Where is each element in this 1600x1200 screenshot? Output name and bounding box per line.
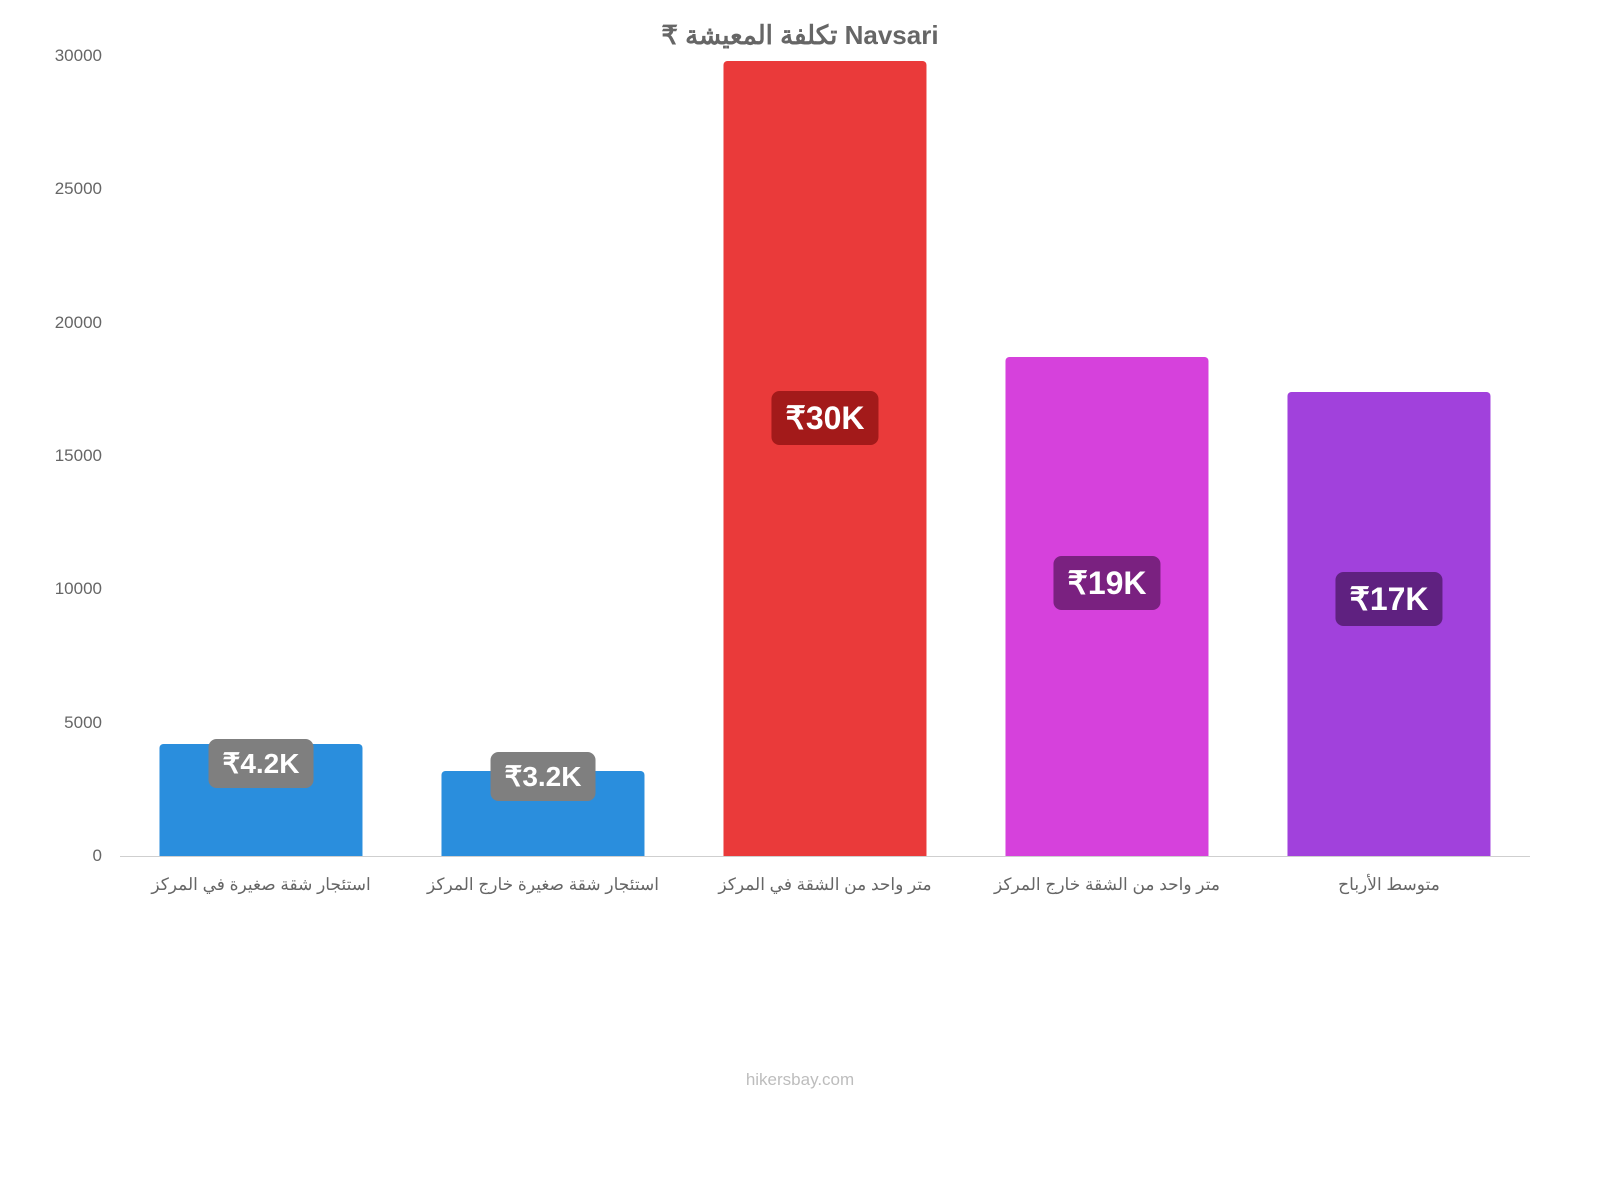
y-tick-label: 15000 xyxy=(42,446,102,466)
bar-slot: ₹17K xyxy=(1248,57,1530,856)
y-tick-label: 10000 xyxy=(42,579,102,599)
value-badge: ₹17K xyxy=(1335,572,1442,626)
plot-area: 050001000015000200002500030000 ₹4.2K₹3.2… xyxy=(120,57,1530,857)
y-tick-label: 0 xyxy=(42,846,102,866)
value-badge: ₹30K xyxy=(771,391,878,445)
chart-footer-attribution: hikersbay.com xyxy=(50,1070,1550,1090)
x-tick-label: استئجار شقة صغيرة خارج المركز xyxy=(402,875,684,895)
y-tick-label: 20000 xyxy=(42,313,102,333)
x-tick-label: متر واحد من الشقة في المركز xyxy=(684,875,966,895)
bar-slot: ₹19K xyxy=(966,57,1248,856)
bar-slot: ₹3.2K xyxy=(402,57,684,856)
y-axis: 050001000015000200002500030000 xyxy=(50,57,110,856)
chart-title: ₹ تكلفة المعيشة Navsari xyxy=(50,20,1550,51)
y-tick-label: 25000 xyxy=(42,179,102,199)
bar-slot: ₹30K xyxy=(684,57,966,856)
value-badge: ₹3.2K xyxy=(491,752,596,801)
bar xyxy=(723,61,926,856)
x-axis-labels: استئجار شقة صغيرة في المركزاستئجار شقة ص… xyxy=(120,875,1530,895)
y-tick-label: 30000 xyxy=(42,46,102,66)
value-badge: ₹19K xyxy=(1053,556,1160,610)
bars-container: ₹4.2K ₹3.2K ₹30K ₹19K ₹17K xyxy=(120,57,1530,856)
cost-of-living-chart: ₹ تكلفة المعيشة Navsari 0500010000150002… xyxy=(50,20,1550,1120)
x-tick-label: متوسط الأرباح xyxy=(1248,875,1530,895)
value-badge: ₹4.2K xyxy=(209,739,314,788)
y-tick-label: 5000 xyxy=(42,713,102,733)
x-tick-label: استئجار شقة صغيرة في المركز xyxy=(120,875,402,895)
bar-slot: ₹4.2K xyxy=(120,57,402,856)
x-tick-label: متر واحد من الشقة خارج المركز xyxy=(966,875,1248,895)
